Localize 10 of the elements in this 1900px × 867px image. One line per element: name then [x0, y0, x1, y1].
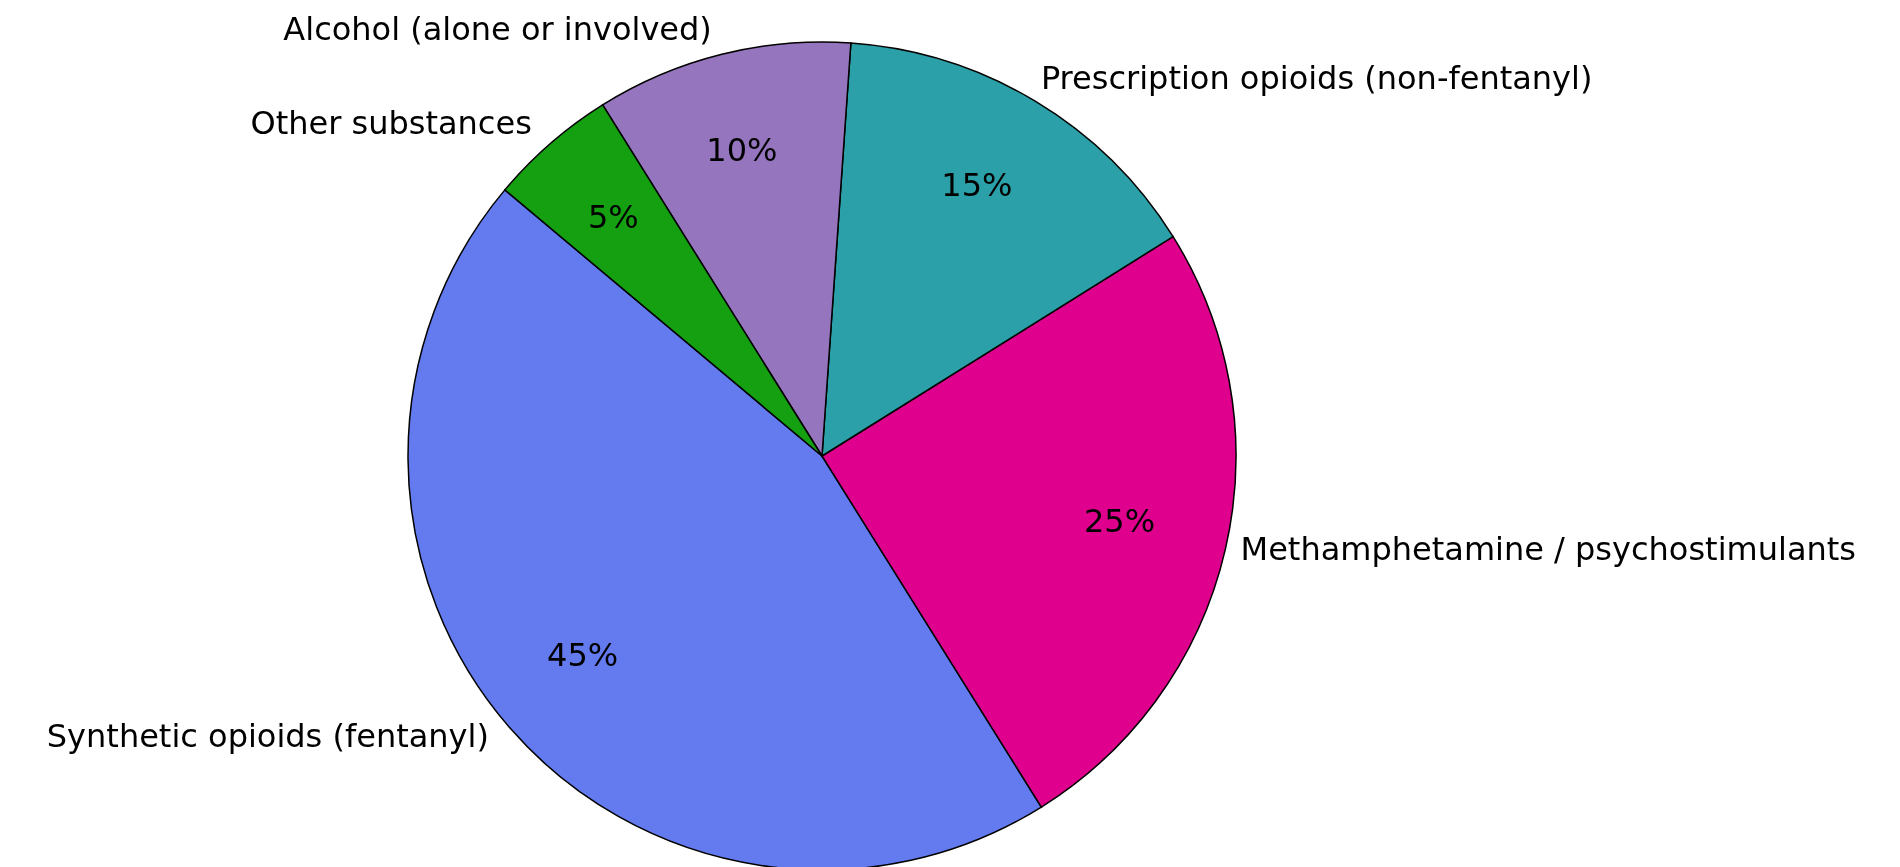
data-label: 15%	[941, 165, 1013, 204]
slice-label: Synthetic opioids (fentanyl)	[46, 717, 489, 756]
data-label: 45%	[547, 635, 619, 674]
slice-label: Alcohol (alone or involved)	[283, 10, 712, 49]
data-label: 5%	[587, 197, 639, 236]
data-label: 10%	[706, 130, 778, 169]
slice-label: Methamphetamine / psychostimulants	[1240, 529, 1856, 568]
slice-label: Other substances	[250, 103, 532, 142]
data-label: 25%	[1083, 501, 1156, 540]
slice-label: Prescription opioids (non-fentanyl)	[1040, 59, 1593, 98]
